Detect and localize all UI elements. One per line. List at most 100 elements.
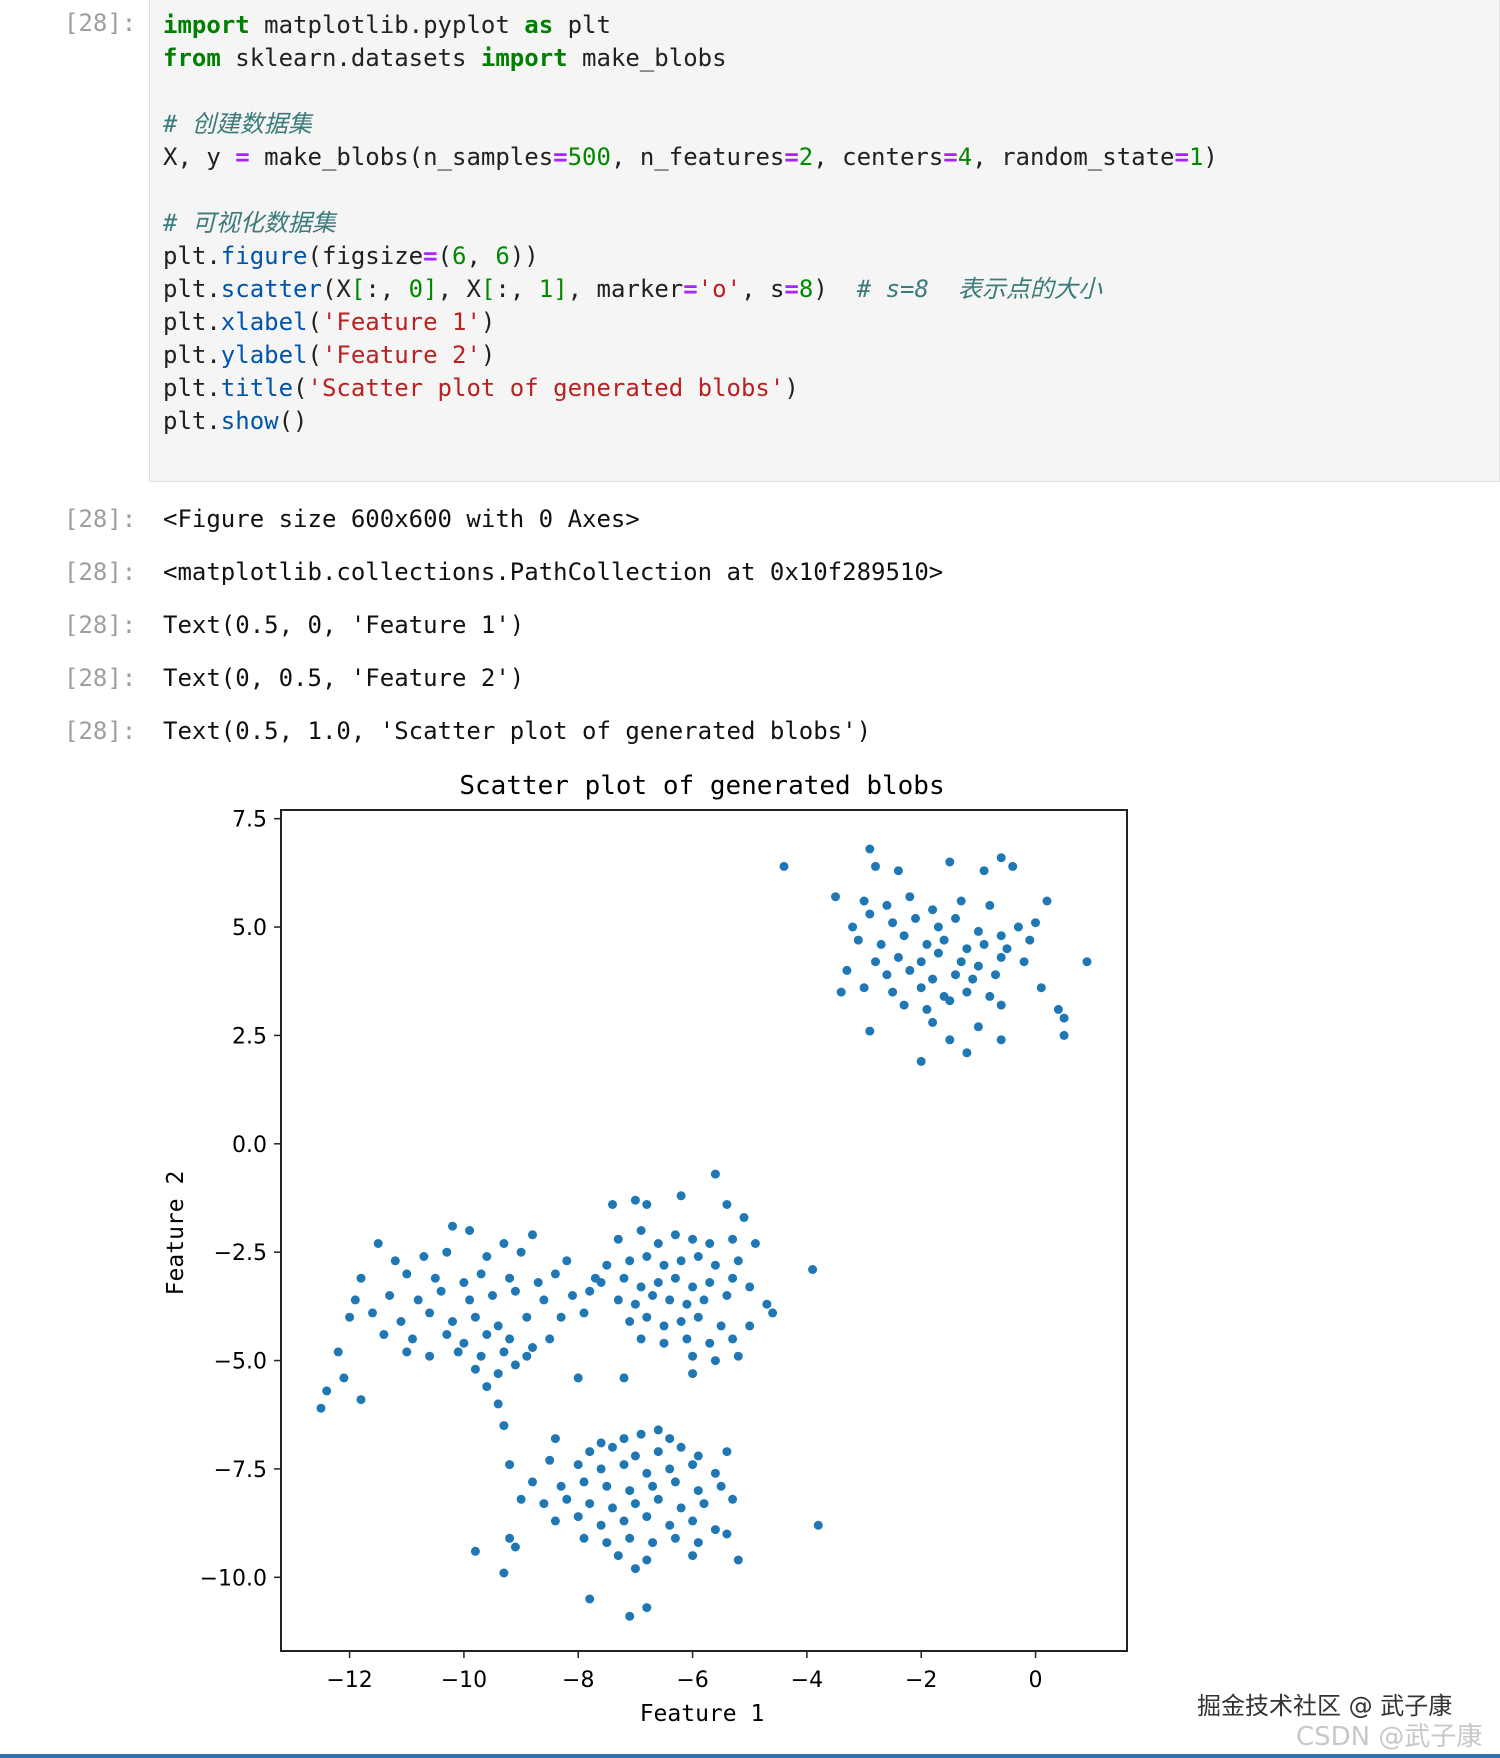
data-point — [688, 1351, 698, 1361]
data-point — [630, 1451, 640, 1461]
output-prompt: [28]: — [64, 558, 137, 586]
data-point — [379, 1330, 389, 1339]
function-name: show — [220, 407, 279, 435]
data-point — [682, 1299, 692, 1309]
string: 'Feature 1' — [321, 308, 481, 336]
data-point — [710, 1525, 720, 1535]
data-point — [516, 1247, 526, 1257]
data-point — [425, 1351, 435, 1361]
keyword: as — [524, 11, 554, 39]
data-point — [973, 926, 983, 936]
data-point — [642, 1312, 652, 1322]
data-point — [602, 1538, 612, 1548]
plot-frame — [280, 809, 1128, 1652]
data-point — [510, 1360, 520, 1370]
data-point — [710, 1260, 720, 1270]
data-point — [945, 857, 955, 867]
data-point — [670, 1533, 680, 1543]
data-point — [573, 1373, 583, 1383]
data-point — [545, 1455, 555, 1465]
data-point — [665, 1464, 675, 1474]
chart-title: Scatter plot of generated blobs — [459, 771, 944, 801]
data-point — [1053, 1004, 1063, 1014]
data-point — [899, 1000, 909, 1010]
data-point — [573, 1512, 583, 1522]
data-point — [859, 896, 869, 906]
data-point — [642, 1603, 652, 1613]
data-point — [630, 1499, 640, 1509]
data-point — [933, 948, 943, 958]
data-point — [585, 1447, 595, 1457]
data-point — [339, 1373, 349, 1383]
output-prompt: [28]: — [64, 611, 137, 639]
data-point — [871, 957, 880, 967]
code-line-figure: plt.figure(figsize=(6, 6)) — [163, 242, 539, 270]
data-point — [670, 1273, 680, 1283]
code-text: , random_state — [972, 143, 1175, 171]
data-point — [962, 987, 972, 997]
data-point — [470, 1546, 480, 1556]
data-point — [488, 1291, 497, 1300]
number: 6 — [495, 242, 510, 270]
data-point — [876, 939, 886, 949]
code-text: ) — [1203, 143, 1218, 171]
data-point — [602, 1481, 612, 1491]
data-point — [470, 1312, 480, 1322]
data-point — [533, 1278, 543, 1287]
data-point — [402, 1347, 412, 1357]
data-point — [602, 1260, 612, 1270]
data-point — [670, 1230, 680, 1240]
data-point — [733, 1351, 743, 1361]
number: 1 — [1188, 143, 1204, 171]
code-text: plt — [553, 11, 611, 39]
data-point — [676, 1503, 686, 1513]
data-point — [390, 1256, 400, 1266]
operator: = — [235, 143, 250, 171]
data-point — [865, 1026, 875, 1036]
data-point — [853, 935, 863, 945]
data-point — [596, 1278, 606, 1287]
code-line-ylabel: plt.ylabel('Feature 2') — [163, 341, 496, 369]
code-cell[interactable] — [149, 0, 1500, 482]
data-point — [350, 1295, 360, 1305]
function-name: title — [220, 374, 294, 402]
data-point — [613, 1551, 623, 1561]
data-point — [636, 1334, 646, 1344]
data-point — [550, 1516, 560, 1526]
y-axis-label: Feature 2 — [163, 1171, 189, 1296]
code-text: make_blobs — [567, 44, 727, 72]
data-point — [413, 1295, 423, 1305]
data-point — [745, 1321, 755, 1331]
output-line: <matplotlib.collections.PathCollection a… — [163, 558, 944, 586]
data-point — [539, 1295, 549, 1305]
data-point — [465, 1226, 475, 1235]
code-text: (figsize — [307, 242, 424, 270]
data-point — [676, 1191, 686, 1201]
data-point — [493, 1321, 503, 1331]
data-point — [705, 1239, 715, 1248]
data-point — [1013, 922, 1023, 932]
data-point — [510, 1286, 520, 1296]
data-point — [499, 1347, 509, 1357]
data-point — [653, 1447, 663, 1457]
data-point — [493, 1369, 503, 1379]
data-point — [630, 1195, 640, 1205]
data-point — [882, 970, 892, 980]
data-point — [985, 900, 995, 910]
data-point — [665, 1295, 675, 1305]
data-point — [710, 1468, 720, 1478]
data-point — [630, 1299, 640, 1309]
data-point — [316, 1403, 326, 1413]
data-point — [430, 1273, 440, 1283]
data-point — [499, 1421, 509, 1431]
data-point — [996, 1000, 1006, 1010]
data-point — [928, 1017, 938, 1027]
function-name: figure — [220, 242, 308, 270]
data-point — [476, 1351, 486, 1361]
data-point — [465, 1295, 475, 1305]
code-text: make_blobs(n_samples — [249, 143, 554, 171]
data-point — [693, 1252, 703, 1261]
data-point — [842, 965, 852, 975]
number: 6 — [452, 242, 467, 270]
data-point — [402, 1269, 412, 1279]
